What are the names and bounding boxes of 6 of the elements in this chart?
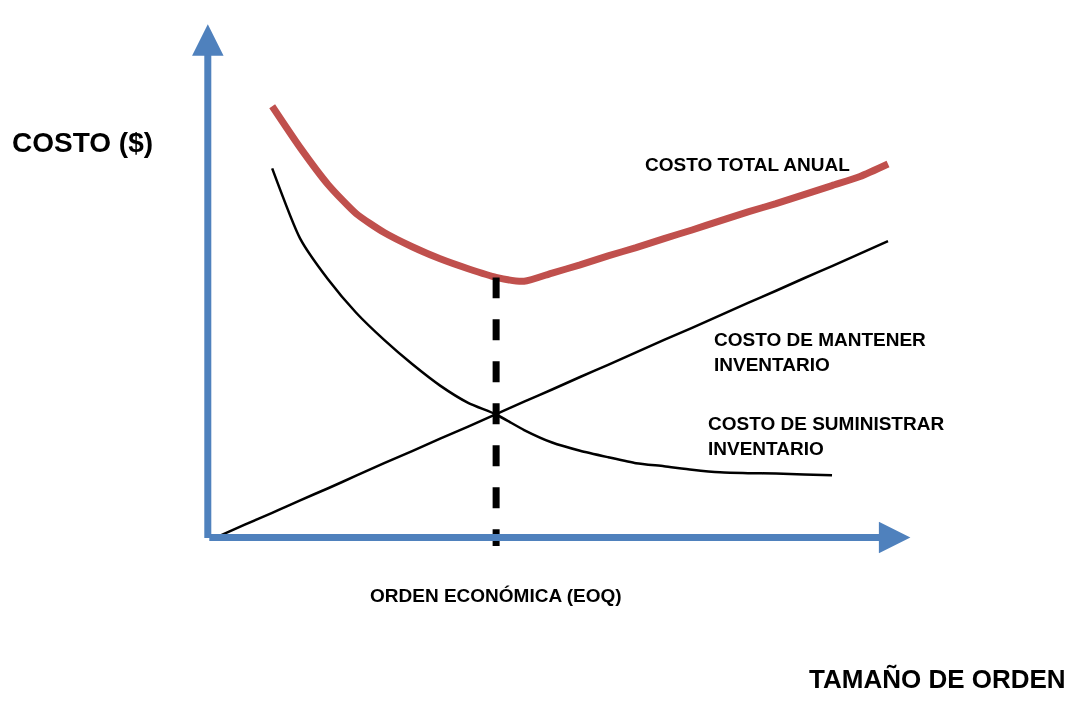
series-label: COSTO TOTAL ANUAL	[645, 154, 851, 175]
y-axis-title: COSTO ($)	[12, 127, 154, 158]
series-label: COSTO DE SUMINISTRAR INVENTARIO	[708, 413, 945, 459]
series-label: COSTO DE MANTENER INVENTARIO	[714, 329, 927, 375]
text: TAMAÑO DE ORDEN	[809, 664, 1066, 694]
text: ORDEN ECONÓMICA (EOQ)	[370, 585, 622, 606]
